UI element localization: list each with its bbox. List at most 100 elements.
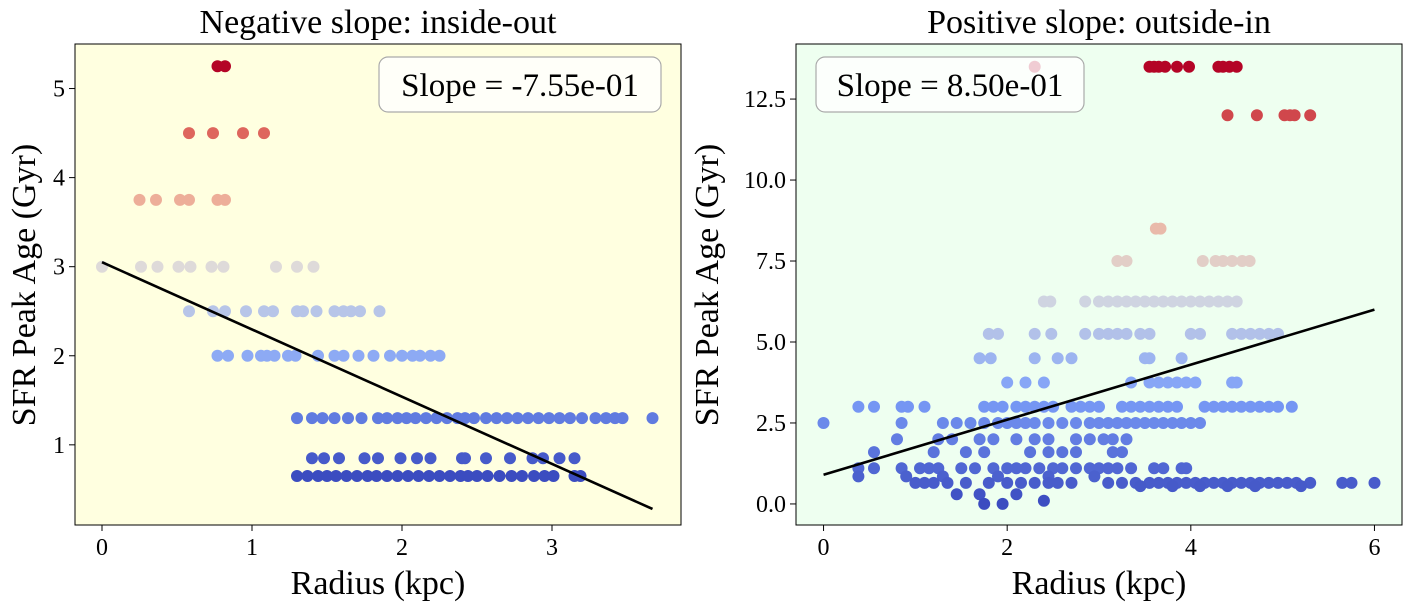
data-point (576, 412, 588, 425)
data-point (532, 412, 545, 425)
data-point (1207, 400, 1220, 413)
data-point (1143, 400, 1156, 413)
data-point (1134, 400, 1147, 413)
data-point (1001, 376, 1014, 389)
data-point (1221, 480, 1234, 493)
data-point (1281, 476, 1294, 489)
data-point (1166, 480, 1179, 493)
slope-box (378, 56, 662, 113)
data-point (1129, 417, 1142, 429)
data-point (1148, 417, 1161, 429)
data-point (1253, 327, 1266, 340)
data-point (433, 349, 446, 362)
data-point (1019, 462, 1032, 475)
data-point (982, 327, 995, 340)
data-point (1056, 462, 1069, 475)
data-point (217, 260, 230, 273)
data-point (1037, 494, 1050, 507)
data-point (330, 470, 342, 482)
data-point (480, 452, 492, 465)
data-point (493, 470, 506, 482)
x-tick-label: 4 (1185, 535, 1197, 561)
data-point (1230, 376, 1243, 389)
data-point (468, 412, 480, 425)
data-point (1056, 417, 1069, 429)
data-point (1134, 480, 1147, 493)
data-point (852, 470, 865, 483)
data-point (918, 476, 931, 489)
data-point (1159, 60, 1172, 73)
data-point (345, 305, 357, 318)
data-point (1183, 60, 1195, 73)
data-point (1157, 295, 1170, 308)
data-point (1134, 327, 1147, 340)
data-point (219, 305, 231, 318)
data-point (462, 470, 474, 482)
data-point (1010, 488, 1023, 501)
data-point (1001, 476, 1014, 489)
data-point (1217, 400, 1229, 413)
data-point (553, 412, 566, 425)
data-point (424, 452, 437, 465)
data-point (992, 470, 1004, 483)
data-point (1070, 446, 1082, 459)
data-point (402, 470, 414, 482)
data-point (1304, 476, 1317, 489)
data-point (174, 193, 186, 206)
data-point (1249, 480, 1262, 493)
data-point (950, 488, 963, 501)
data-point (1171, 376, 1183, 389)
data-point (373, 305, 386, 318)
data-point (1152, 376, 1165, 389)
data-point (1111, 295, 1124, 308)
data-point (1088, 470, 1101, 483)
data-point (1120, 417, 1133, 429)
data-point (1175, 352, 1188, 365)
data-point (1111, 462, 1124, 475)
data-point (1033, 462, 1046, 475)
data-point (1230, 295, 1243, 308)
data-point (481, 470, 494, 482)
y-tick-label: 2 (53, 344, 65, 370)
data-point (1221, 109, 1234, 122)
axis-ticks: 0 2 4 6 0.0 2.5 5.0 7.5 10.0 12.5 (744, 87, 1380, 561)
data-point (543, 412, 555, 425)
x-axis-label: Radius (kpc) (291, 565, 466, 602)
data-point (1295, 480, 1307, 493)
data-point (354, 305, 366, 318)
data-point (589, 412, 602, 425)
data-point (1010, 433, 1023, 446)
data-point (504, 452, 516, 465)
data-point (1019, 417, 1032, 429)
data-point (351, 470, 363, 482)
data-point (1244, 400, 1257, 413)
data-point (1166, 417, 1179, 429)
data-point (412, 470, 425, 482)
data-point (321, 470, 333, 482)
data-point (1180, 476, 1193, 489)
data-point (1217, 255, 1229, 267)
data-point (1065, 476, 1078, 489)
data-point (1024, 446, 1037, 459)
data-point (909, 476, 922, 489)
data-point (1056, 446, 1069, 459)
data-point (328, 305, 341, 318)
data-point (420, 412, 432, 425)
data-point (258, 305, 270, 318)
data-point (1079, 327, 1092, 340)
data-point (219, 193, 231, 206)
data-point (902, 400, 914, 413)
slope-label: Slope = 8.50e-01 (837, 68, 1064, 104)
data-point (342, 412, 354, 425)
data-point (1042, 417, 1055, 429)
data-point (1148, 295, 1161, 308)
data-point (1102, 295, 1115, 308)
data-point (978, 497, 991, 510)
data-point (396, 349, 408, 362)
data-point (372, 412, 384, 425)
data-point (1226, 327, 1239, 340)
data-point (184, 260, 197, 273)
data-point (183, 305, 195, 318)
data-point (959, 476, 972, 489)
data-point (1044, 295, 1057, 308)
